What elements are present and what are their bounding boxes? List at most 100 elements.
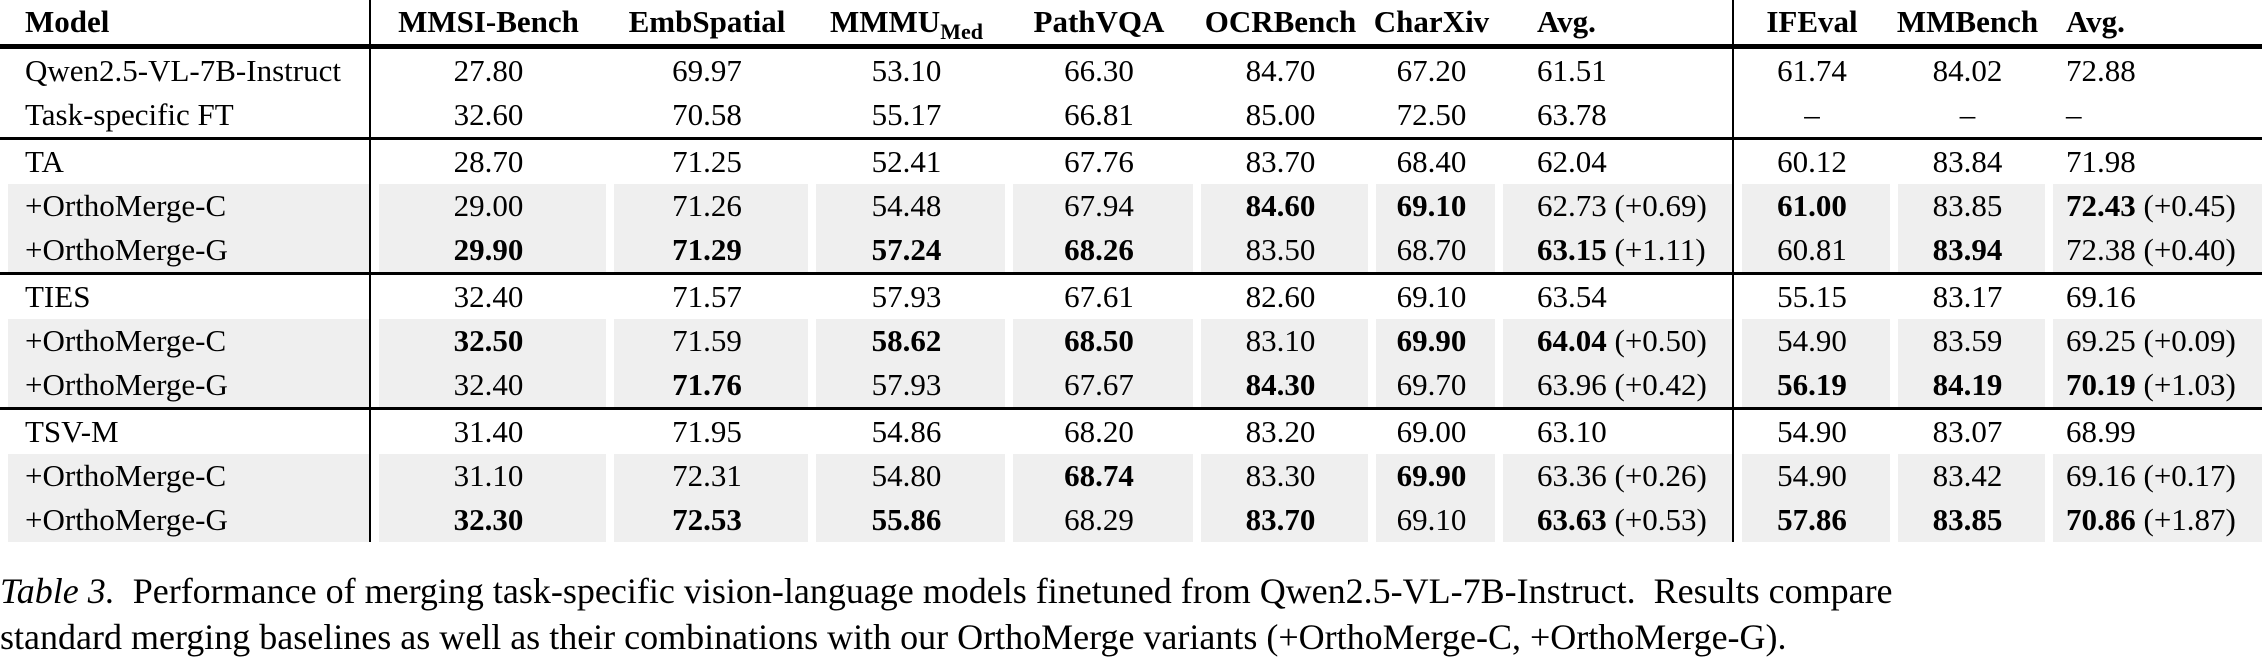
cell-emb: 69.97 [606,47,808,94]
metric-value: 31.40 [453,414,524,449]
cell-mmsi: 27.80 [370,47,606,94]
cell-ocr: 83.10 [1193,319,1368,363]
metric-value: 71.76 [672,367,742,402]
results-table: Model MMSI-Bench EmbSpatial MMMUMed PathVQA O… [0,0,2262,542]
column-header-avg1: Avg. [1495,0,1734,49]
model-name: +OrthoMerge-C [25,188,227,223]
metric-value: 54.90 [1777,458,1847,493]
cell-avg2: 69.25 (+0.09) [2045,319,2262,363]
cell-charxiv: 68.70 [1368,228,1495,275]
cell-avg2: 70.19 (+1.03) [2045,363,2262,410]
cell-pathvqa: 68.20 [1005,409,1193,455]
cell-mmbench: 83.94 [1890,228,2045,275]
model-name: Task-specific FT [25,97,234,132]
cell-emb: 72.31 [606,454,808,498]
cell-mmbench: 83.85 [1890,498,2045,542]
delta-value: (+1.87) [2143,502,2236,537]
metric-value: 63.15 [1537,232,1607,267]
caption-line1: Performance of merging task-specific vis… [114,571,1893,611]
cell-ocr: 84.60 [1193,184,1368,228]
table-body: Qwen2.5-VL-7B-Instruct 27.80 69.97 53.10 66.… [0,46,2262,542]
metric-value: 60.81 [1777,232,1847,267]
table-row: TA 28.70 71.25 52.41 67.76 83.70 68.40 62.04 60.… [0,138,2262,185]
metric-value: 72.88 [2066,53,2136,88]
cell-model: +OrthoMerge-G [0,363,371,410]
metric-value: 57.93 [871,279,942,314]
metric-value: 61.74 [1777,53,1847,88]
model-name: +OrthoMerge-C [25,458,227,493]
column-header-label: MMSI-Bench [398,4,579,39]
cell-mmsi: 31.40 [370,409,606,455]
cell-avg2: 69.16 [2045,274,2262,320]
metric-value: – [1959,97,1976,132]
column-header-mmsi: MMSI-Bench [370,0,606,49]
table-row: Qwen2.5-VL-7B-Instruct 27.80 69.97 53.10 66.… [0,46,2262,94]
metric-value: 69.00 [1396,414,1467,449]
metric-value: 84.60 [1245,188,1316,223]
cell-avg2: 71.98 [2045,139,2262,185]
table-row: +OrthoMerge-C 32.50 71.59 58.62 68.50 83.10 69… [0,319,2262,363]
metric-value: 71.98 [2066,144,2136,179]
column-header-subscript: Med [940,19,983,44]
model-name: TSV-M [25,414,119,449]
cell-mmsi: 31.10 [370,454,606,498]
cell-mmmu: 58.62 [808,319,1005,363]
cell-mmmu: 55.86 [808,498,1005,542]
metric-value: 83.42 [1932,458,2003,493]
cell-mmbench: 84.02 [1890,47,2045,94]
metric-value: 69.97 [672,53,742,88]
cell-ocr: 83.70 [1193,139,1368,185]
metric-value: 54.90 [1777,414,1847,449]
cell-mmmu: 54.80 [808,454,1005,498]
column-header-mmbench: MMBench [1890,0,2045,49]
column-header-label: OCRBench [1204,4,1357,39]
metric-value: 64.04 [1537,323,1607,358]
cell-model: TSV-M [0,408,371,454]
metric-value: 67.76 [1064,144,1134,179]
metric-value: 83.84 [1932,144,2003,179]
cell-ocr: 84.70 [1193,47,1368,94]
cell-pathvqa: 67.76 [1005,139,1193,185]
cell-ifeval: 61.74 [1733,47,1890,94]
metric-value: 54.48 [871,188,942,223]
cell-avg2: 69.16 (+0.17) [2045,454,2262,498]
cell-emb: 71.25 [606,139,808,185]
metric-value: 62.73 [1537,188,1607,223]
column-header-label: MMBench [1896,4,2039,39]
cell-model: TA [0,138,371,184]
metric-value: 72.38 [2066,232,2136,267]
metric-value: 67.20 [1396,53,1467,88]
table-row: +OrthoMerge-C 31.10 72.31 54.80 68.74 83.30 69… [0,454,2262,498]
cell-pathvqa: 67.67 [1005,363,1193,410]
metric-value: 83.94 [1932,232,2003,267]
cell-mmmu: 54.48 [808,184,1005,228]
metric-value: 70.86 [2066,502,2136,537]
metric-value: 67.94 [1064,188,1134,223]
delta-value: (+0.09) [2143,323,2236,358]
cell-avg1: 62.73 (+0.69) [1495,184,1734,228]
cell-ifeval: 54.90 [1733,454,1890,498]
column-header-label: EmbSpatial [628,4,786,39]
metric-value: 83.70 [1245,144,1316,179]
metric-value: 28.70 [453,144,524,179]
cell-avg2: 72.38 (+0.40) [2045,228,2262,275]
metric-value: – [1804,97,1820,132]
metric-value: 84.19 [1932,367,2003,402]
cell-mmbench: 83.07 [1890,409,2045,455]
column-header-label: Avg. [2066,4,2125,39]
metric-value: 31.10 [453,458,524,493]
metric-value: 27.80 [453,53,524,88]
model-name: +OrthoMerge-C [25,323,227,358]
column-header-avg2: Avg. [2045,0,2262,49]
metric-value: 68.20 [1064,414,1134,449]
cell-avg1: 63.15 (+1.11) [1495,228,1734,275]
metric-value: 71.29 [672,232,742,267]
metric-value: 71.59 [672,323,742,358]
cell-pathvqa: 66.30 [1005,47,1193,94]
metric-value: 70.19 [2066,367,2136,402]
cell-charxiv: 67.20 [1368,47,1495,94]
cell-avg1: 63.54 [1495,273,1734,319]
cell-ifeval: 57.86 [1733,498,1890,542]
cell-ifeval: 56.19 [1733,363,1890,410]
metric-value: 68.50 [1064,323,1134,358]
